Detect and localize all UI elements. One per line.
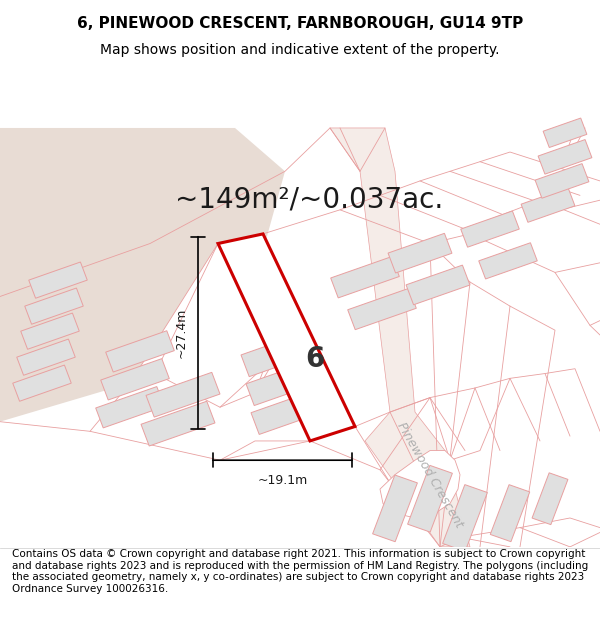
Polygon shape bbox=[331, 257, 400, 298]
Text: Contains OS data © Crown copyright and database right 2021. This information is : Contains OS data © Crown copyright and d… bbox=[12, 549, 588, 594]
Polygon shape bbox=[146, 372, 220, 417]
Polygon shape bbox=[106, 331, 175, 372]
Polygon shape bbox=[479, 242, 537, 279]
Polygon shape bbox=[101, 359, 169, 400]
Polygon shape bbox=[490, 484, 530, 542]
Polygon shape bbox=[461, 211, 519, 248]
Text: ~19.1m: ~19.1m bbox=[257, 474, 308, 487]
Polygon shape bbox=[17, 339, 75, 375]
Polygon shape bbox=[218, 234, 355, 441]
Polygon shape bbox=[0, 128, 285, 422]
Polygon shape bbox=[535, 164, 589, 198]
Text: ~27.4m: ~27.4m bbox=[175, 308, 188, 358]
Polygon shape bbox=[330, 128, 470, 547]
Polygon shape bbox=[443, 484, 487, 551]
Polygon shape bbox=[543, 118, 587, 148]
Polygon shape bbox=[388, 233, 452, 273]
Polygon shape bbox=[380, 451, 460, 518]
Polygon shape bbox=[532, 472, 568, 524]
Polygon shape bbox=[21, 313, 79, 349]
Text: ~149m²/~0.037ac.: ~149m²/~0.037ac. bbox=[175, 186, 443, 214]
Polygon shape bbox=[521, 188, 575, 222]
Polygon shape bbox=[25, 288, 83, 324]
Text: Map shows position and indicative extent of the property.: Map shows position and indicative extent… bbox=[100, 42, 500, 56]
Polygon shape bbox=[373, 475, 418, 542]
Polygon shape bbox=[241, 332, 315, 377]
Polygon shape bbox=[141, 401, 215, 446]
Text: 6: 6 bbox=[305, 345, 325, 373]
Polygon shape bbox=[251, 389, 325, 434]
Text: Pinewood Crescent: Pinewood Crescent bbox=[394, 419, 466, 529]
Text: 6, PINEWOOD CRESCENT, FARNBOROUGH, GU14 9TP: 6, PINEWOOD CRESCENT, FARNBOROUGH, GU14 … bbox=[77, 16, 523, 31]
Polygon shape bbox=[406, 265, 470, 305]
Polygon shape bbox=[13, 365, 71, 401]
Polygon shape bbox=[347, 288, 416, 329]
Polygon shape bbox=[538, 139, 592, 174]
Polygon shape bbox=[246, 361, 320, 406]
Polygon shape bbox=[29, 262, 87, 298]
Polygon shape bbox=[407, 466, 452, 532]
Polygon shape bbox=[95, 387, 164, 428]
